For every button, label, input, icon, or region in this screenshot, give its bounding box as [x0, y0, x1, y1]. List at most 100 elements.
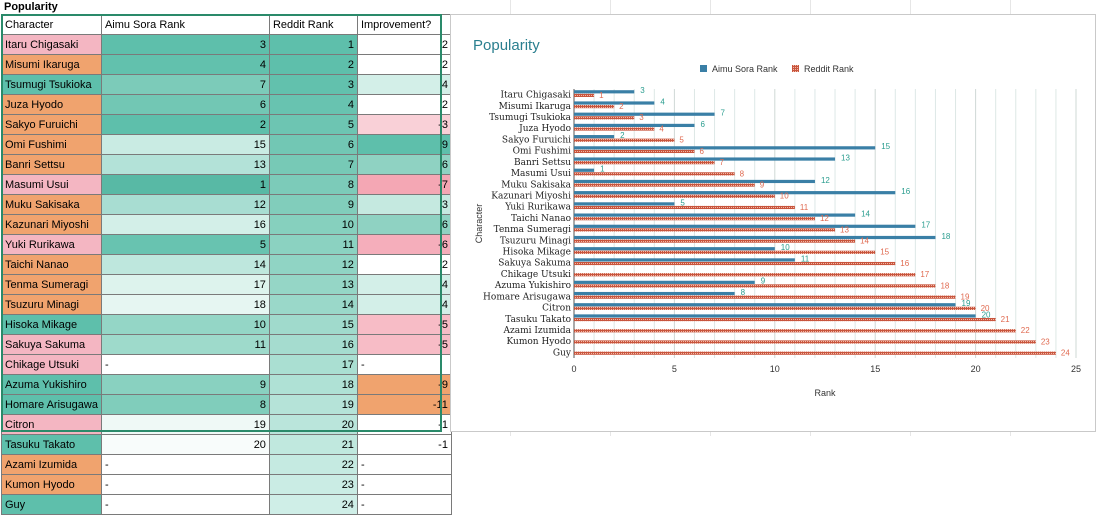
improvement-cell[interactable]: 2	[356, 54, 452, 75]
column-header[interactable]: Character	[1, 14, 102, 35]
character-cell[interactable]: Hisoka Mikage	[1, 314, 102, 335]
aimu-rank-cell[interactable]: 3	[100, 34, 270, 55]
reddit-rank-cell[interactable]: 9	[268, 194, 358, 215]
character-cell[interactable]: Azami Izumida	[1, 454, 102, 475]
chart-container[interactable]: Popularity Aimu Sora Rank Reddit Rank 0 5 10 1…	[450, 14, 1096, 432]
aimu-rank-cell[interactable]: -	[100, 454, 270, 475]
improvement-cell[interactable]: 6	[356, 214, 452, 235]
character-cell[interactable]: Sakuya Sakuma	[1, 334, 102, 355]
character-cell[interactable]: Chikage Utsuki	[1, 354, 102, 375]
reddit-rank-cell[interactable]: 1	[268, 34, 358, 55]
column-header[interactable]: Improvement?	[356, 14, 452, 35]
aimu-rank-cell[interactable]: 13	[100, 154, 270, 175]
improvement-cell[interactable]: -6	[356, 234, 452, 255]
reddit-rank-cell[interactable]: 19	[268, 394, 358, 415]
improvement-cell[interactable]: -1	[356, 414, 452, 435]
aimu-rank-cell[interactable]: -	[100, 354, 270, 375]
character-cell[interactable]: Azuma Yukishiro	[1, 374, 102, 395]
improvement-cell[interactable]: 4	[356, 74, 452, 95]
reddit-rank-cell[interactable]: 15	[268, 314, 358, 335]
character-cell[interactable]: Homare Arisugawa	[1, 394, 102, 415]
column-header[interactable]: Reddit Rank	[268, 14, 358, 35]
improvement-cell[interactable]: -7	[356, 174, 452, 195]
reddit-rank-cell[interactable]: 23	[268, 474, 358, 495]
aimu-rank-cell[interactable]: 7	[100, 74, 270, 95]
reddit-rank-cell[interactable]: 7	[268, 154, 358, 175]
improvement-cell[interactable]: -9	[356, 374, 452, 395]
reddit-rank-cell[interactable]: 24	[268, 494, 358, 515]
aimu-rank-cell[interactable]: 9	[100, 374, 270, 395]
aimu-rank-cell[interactable]: 17	[100, 274, 270, 295]
reddit-rank-cell[interactable]: 14	[268, 294, 358, 315]
improvement-cell[interactable]: 9	[356, 134, 452, 155]
aimu-rank-cell[interactable]: 4	[100, 54, 270, 75]
reddit-rank-cell[interactable]: 4	[268, 94, 358, 115]
aimu-rank-cell[interactable]: 19	[100, 414, 270, 435]
aimu-rank-cell[interactable]: 12	[100, 194, 270, 215]
aimu-rank-cell[interactable]: -	[100, 494, 270, 515]
aimu-rank-cell[interactable]: 20	[100, 434, 270, 455]
reddit-rank-cell[interactable]: 11	[268, 234, 358, 255]
improvement-cell[interactable]: -3	[356, 114, 452, 135]
aimu-rank-cell[interactable]: 6	[100, 94, 270, 115]
reddit-rank-cell[interactable]: 2	[268, 54, 358, 75]
reddit-rank-cell[interactable]: 13	[268, 274, 358, 295]
aimu-rank-cell[interactable]: 1	[100, 174, 270, 195]
improvement-cell[interactable]: -1	[356, 434, 452, 455]
reddit-rank-cell[interactable]: 16	[268, 334, 358, 355]
character-cell[interactable]: Banri Settsu	[1, 154, 102, 175]
column-header[interactable]: Aimu Sora Rank	[100, 14, 270, 35]
improvement-cell[interactable]: 2	[356, 34, 452, 55]
improvement-cell[interactable]: -11	[356, 394, 452, 415]
aimu-rank-cell[interactable]: 11	[100, 334, 270, 355]
character-cell[interactable]: Tasuku Takato	[1, 434, 102, 455]
character-cell[interactable]: Yuki Rurikawa	[1, 234, 102, 255]
character-cell[interactable]: Tsuzuru Minagi	[1, 294, 102, 315]
improvement-cell[interactable]: 2	[356, 254, 452, 275]
character-cell[interactable]: Kazunari Miyoshi	[1, 214, 102, 235]
reddit-rank-cell[interactable]: 10	[268, 214, 358, 235]
aimu-rank-cell[interactable]: 14	[100, 254, 270, 275]
reddit-rank-cell[interactable]: 5	[268, 114, 358, 135]
character-cell[interactable]: Tsumugi Tsukioka	[1, 74, 102, 95]
character-cell[interactable]: Omi Fushimi	[1, 134, 102, 155]
improvement-cell[interactable]: -	[356, 474, 452, 495]
reddit-rank-cell[interactable]: 17	[268, 354, 358, 375]
character-cell[interactable]: Masumi Usui	[1, 174, 102, 195]
improvement-cell[interactable]: -	[356, 454, 452, 475]
character-cell[interactable]: Juza Hyodo	[1, 94, 102, 115]
improvement-cell[interactable]: 6	[356, 154, 452, 175]
aimu-rank-cell[interactable]: 18	[100, 294, 270, 315]
reddit-rank-cell[interactable]: 8	[268, 174, 358, 195]
improvement-cell[interactable]: -5	[356, 314, 452, 335]
character-cell[interactable]: Muku Sakisaka	[1, 194, 102, 215]
character-cell[interactable]: Sakyo Furuichi	[1, 114, 102, 135]
aimu-rank-cell[interactable]: 10	[100, 314, 270, 335]
character-cell[interactable]: Itaru Chigasaki	[1, 34, 102, 55]
improvement-cell[interactable]: 2	[356, 94, 452, 115]
character-cell[interactable]: Citron	[1, 414, 102, 435]
aimu-rank-cell[interactable]: 5	[100, 234, 270, 255]
improvement-cell[interactable]: 4	[356, 294, 452, 315]
character-cell[interactable]: Kumon Hyodo	[1, 474, 102, 495]
reddit-rank-cell[interactable]: 20	[268, 414, 358, 435]
improvement-cell[interactable]: 3	[356, 194, 452, 215]
aimu-rank-cell[interactable]: 16	[100, 214, 270, 235]
aimu-rank-cell[interactable]: 15	[100, 134, 270, 155]
character-cell[interactable]: Misumi Ikaruga	[1, 54, 102, 75]
reddit-rank-cell[interactable]: 22	[268, 454, 358, 475]
improvement-cell[interactable]: -5	[356, 334, 452, 355]
reddit-rank-cell[interactable]: 21	[268, 434, 358, 455]
reddit-rank-cell[interactable]: 12	[268, 254, 358, 275]
reddit-rank-cell[interactable]: 3	[268, 74, 358, 95]
character-cell[interactable]: Guy	[1, 494, 102, 515]
aimu-rank-cell[interactable]: -	[100, 474, 270, 495]
reddit-rank-cell[interactable]: 18	[268, 374, 358, 395]
improvement-cell[interactable]: 4	[356, 274, 452, 295]
improvement-cell[interactable]: -	[356, 494, 452, 515]
character-cell[interactable]: Tenma Sumeragi	[1, 274, 102, 295]
aimu-rank-cell[interactable]: 8	[100, 394, 270, 415]
character-cell[interactable]: Taichi Nanao	[1, 254, 102, 275]
improvement-cell[interactable]: -	[356, 354, 452, 375]
aimu-rank-cell[interactable]: 2	[100, 114, 270, 135]
